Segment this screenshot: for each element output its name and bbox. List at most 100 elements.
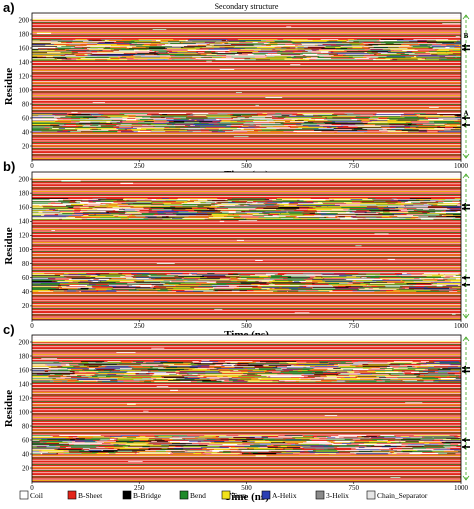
y-axis-label: Residue — [3, 68, 15, 105]
state-segment — [327, 120, 362, 121]
residue-row — [32, 31, 461, 33]
state-segment — [259, 276, 272, 278]
state-segment — [423, 203, 429, 205]
state-segment — [160, 39, 186, 41]
residue-row — [32, 265, 461, 266]
state-segment — [320, 51, 331, 53]
residue-row — [32, 293, 461, 295]
state-segment — [379, 377, 387, 378]
state-segment — [214, 364, 238, 366]
state-segment — [355, 274, 376, 276]
state-segment — [419, 375, 457, 377]
state-segment — [206, 54, 239, 56]
state-segment — [300, 54, 329, 56]
state-segment — [32, 283, 60, 285]
residue-row — [32, 17, 461, 19]
state-segment — [79, 118, 88, 119]
residue-row — [32, 346, 461, 348]
state-segment — [317, 281, 349, 283]
residue-row — [32, 241, 461, 242]
state-segment — [32, 200, 59, 202]
state-segment — [314, 212, 355, 214]
state-segment — [165, 47, 181, 49]
state-segment — [223, 291, 266, 293]
state-segment — [221, 218, 247, 220]
state-segment — [434, 49, 461, 51]
state-segment — [351, 115, 381, 117]
state-segment — [87, 42, 111, 44]
state-segment — [136, 288, 161, 290]
state-segment — [358, 375, 375, 377]
residue-row — [32, 303, 461, 305]
residue-row — [32, 335, 461, 336]
state-segment — [170, 43, 196, 44]
state-segment — [233, 365, 263, 366]
state-segment — [179, 40, 222, 42]
state-segment — [381, 126, 390, 128]
state-segment — [219, 123, 241, 125]
state-segment — [302, 51, 312, 53]
state-segment — [117, 377, 143, 379]
state-segment — [195, 57, 235, 59]
state-segment — [204, 52, 218, 54]
arrow-head — [462, 365, 466, 371]
state-segment — [265, 361, 287, 363]
state-segment — [396, 39, 436, 41]
state-segment — [127, 205, 166, 207]
state-segment — [91, 437, 110, 439]
state-segment — [250, 451, 258, 453]
residue-row — [32, 88, 461, 90]
state-segment — [68, 113, 90, 115]
residue-row — [32, 358, 461, 359]
state-segment — [331, 435, 358, 437]
state-segment — [104, 447, 125, 448]
state-segment — [32, 281, 69, 283]
state-segment — [398, 367, 414, 369]
state-segment — [365, 44, 379, 46]
state-segment — [309, 438, 345, 440]
state-segment — [433, 437, 458, 439]
state-segment — [328, 52, 365, 54]
state-segment — [138, 38, 174, 40]
state-segment — [150, 43, 169, 44]
residue-row — [32, 222, 461, 224]
state-segment — [129, 214, 135, 216]
state-segment — [220, 118, 241, 120]
residue-row — [32, 87, 461, 89]
state-segment — [235, 210, 276, 211]
state-segment — [32, 364, 46, 366]
residue-row — [32, 135, 461, 137]
residue-row — [32, 362, 461, 364]
state-segment — [32, 120, 55, 121]
state-segment — [65, 364, 84, 366]
residue-row — [32, 444, 461, 446]
state-segment — [379, 366, 418, 368]
state-segment — [211, 452, 240, 454]
residue-row — [32, 34, 461, 35]
state-segment — [348, 40, 377, 42]
state-segment — [386, 55, 415, 57]
residue-row — [32, 22, 461, 23]
state-segment — [32, 122, 60, 124]
arrow-head — [462, 43, 466, 49]
state-segment — [261, 288, 270, 290]
state-segment — [269, 440, 307, 442]
residue-row — [32, 197, 461, 199]
state-segment — [423, 440, 461, 442]
state-segment — [149, 52, 168, 54]
state-segment — [32, 207, 68, 209]
state-segment — [113, 125, 153, 127]
residue-row — [32, 406, 461, 408]
state-segment — [134, 281, 170, 283]
state-segment — [41, 130, 58, 132]
state-segment — [151, 209, 172, 211]
state-segment — [120, 443, 144, 445]
state-segment — [172, 123, 214, 125]
state-segment — [96, 117, 106, 119]
state-segment — [281, 115, 290, 117]
state-segment — [184, 128, 201, 130]
state-segment — [239, 274, 251, 276]
state-segment — [266, 41, 295, 43]
residue-row — [32, 384, 461, 386]
y-tick-label: 120 — [19, 232, 30, 240]
